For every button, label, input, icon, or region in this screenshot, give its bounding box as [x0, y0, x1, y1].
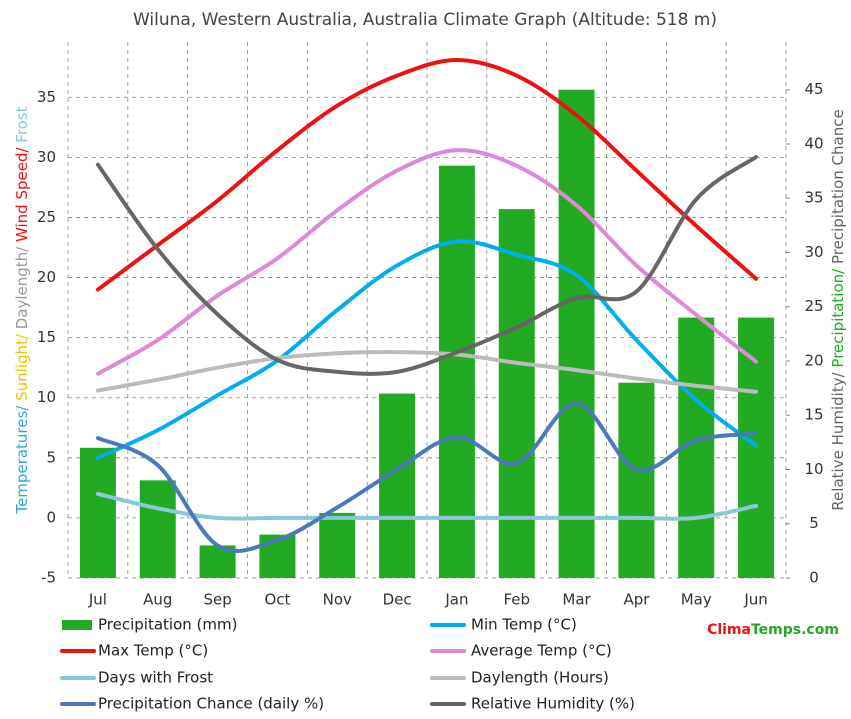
bar [438, 165, 475, 578]
x-tick-label: Feb [503, 591, 530, 609]
y2-axis-title: Relative Humidity/ Precipitation/ Precip… [829, 109, 847, 510]
line [95, 155, 759, 376]
brand-part: Temps.com [751, 622, 839, 638]
brand: ClimaTemps.com [707, 622, 839, 638]
bar [79, 447, 116, 578]
x-tick-label: Apr [623, 591, 650, 609]
legend-label: Precipitation (mm) [98, 616, 237, 634]
x-tick-label: May [681, 591, 712, 609]
legend-label: Days with Frost [98, 669, 213, 687]
y-tick-label: -5 [41, 569, 56, 587]
y2-tick-label: 5 [809, 514, 819, 532]
x-tick-label: Jan [444, 591, 468, 609]
y2-axis-title-part: Precipitation Chance [829, 109, 847, 264]
y-axis-title-part: Temperatures/ [13, 401, 31, 515]
bar [139, 480, 176, 578]
y2-tick-label: 15 [804, 406, 823, 424]
line [95, 401, 759, 553]
bar [379, 393, 416, 578]
line [95, 148, 759, 376]
chart-title: Wiluna, Western Australia, Australia Cli… [133, 10, 717, 30]
y2-tick-label: 30 [804, 243, 823, 261]
y-tick-label: 30 [37, 148, 56, 166]
bar [558, 89, 595, 578]
bar [319, 512, 356, 578]
y-tick-label: 25 [37, 208, 56, 226]
y2-tick-label: 10 [804, 460, 823, 478]
legend-label: Daylength (Hours) [471, 669, 609, 687]
y-axis-title: Temperatures/ Sunlight/ Daylength/ Wind … [13, 106, 31, 514]
line [95, 350, 759, 394]
y-axis-title-part: Frost [13, 106, 31, 142]
legend-label: Precipitation Chance (daily %) [98, 695, 324, 713]
x-tick-label: Dec [383, 591, 412, 609]
line [95, 58, 759, 292]
y-tick-label: 0 [46, 508, 56, 526]
x-tick-label: Jul [88, 591, 107, 609]
y-tick-label: 5 [46, 448, 56, 466]
y-tick-label: 35 [37, 88, 56, 106]
y2-tick-label: 45 [804, 80, 823, 98]
y-axis-title-part: Daylength/ [13, 242, 31, 329]
legend-label: Average Temp (°C) [471, 642, 612, 660]
brand-part: Clima [707, 622, 751, 638]
x-tick-label: Nov [323, 591, 352, 609]
y2-tick-label: 40 [804, 134, 823, 152]
y2-tick-label: 35 [804, 189, 823, 207]
legend-label: Max Temp (°C) [98, 642, 208, 660]
x-tick-label: Oct [264, 591, 290, 609]
y-tick-label: 10 [37, 388, 56, 406]
legend-label: Min Temp (°C) [471, 616, 577, 634]
line [95, 491, 759, 521]
y-axis-title-part: Wind Speed/ [13, 143, 31, 242]
y2-axis-title-part: Precipitation/ [829, 264, 847, 368]
x-tick-label: Jun [743, 591, 767, 609]
x-tick-label: Aug [143, 591, 172, 609]
y2-axis-title-part: Relative Humidity/ [829, 368, 847, 511]
y-tick-label: 20 [37, 268, 56, 286]
bar [618, 382, 655, 578]
line [95, 239, 759, 460]
y2-tick-label: 25 [804, 297, 823, 315]
x-tick-label: Sep [203, 591, 231, 609]
bar [498, 209, 535, 578]
legend-swatch [62, 620, 92, 630]
legend-label: Relative Humidity (%) [471, 695, 635, 713]
y2-tick-label: 20 [804, 351, 823, 369]
y2-tick-label: 0 [809, 569, 819, 587]
x-tick-label: Mar [562, 591, 591, 609]
y-tick-label: 15 [37, 328, 56, 346]
y-axis-title-part: Sunlight/ [13, 329, 31, 401]
